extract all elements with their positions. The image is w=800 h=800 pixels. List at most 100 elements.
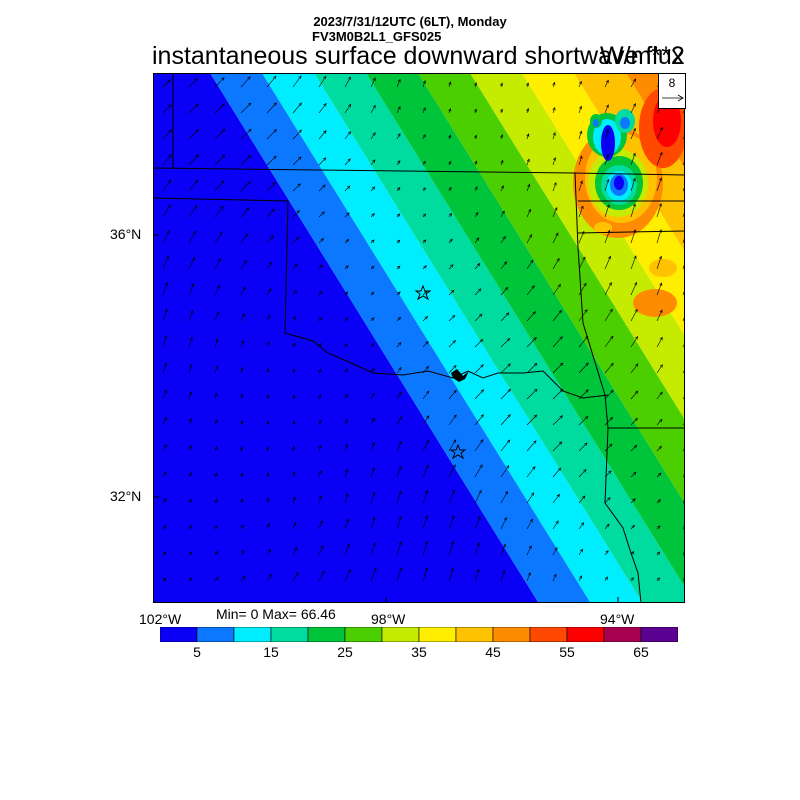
wind-vector	[240, 498, 244, 504]
wind-vector	[396, 133, 401, 140]
wind-vector	[292, 368, 296, 374]
wind-vector	[474, 414, 484, 426]
wind-vector	[526, 133, 530, 140]
wind-vector	[318, 469, 322, 478]
colorbar-swatch	[603, 627, 642, 642]
wind-vector	[292, 263, 298, 270]
storm-cells	[573, 88, 685, 317]
colorbar-swatch	[160, 627, 198, 642]
wind-vector	[552, 232, 559, 244]
wind-vector	[396, 366, 402, 374]
wind-vector	[500, 363, 511, 374]
units-label: W/m**2	[600, 42, 685, 70]
wind-vector	[526, 492, 535, 504]
wind-vector	[578, 548, 583, 556]
wind-vector	[500, 543, 506, 556]
map-title: instantaneous surface downward shortwave…	[152, 42, 685, 70]
wind-vector	[604, 153, 610, 166]
wind-vector	[292, 289, 297, 296]
wind-vector	[552, 207, 558, 218]
wind-vector	[318, 211, 325, 218]
wind-vector	[448, 439, 457, 452]
wind-vector	[630, 203, 636, 218]
wind-vector	[422, 134, 426, 140]
wind-vector	[474, 313, 483, 322]
wind-vector	[422, 239, 427, 244]
wind-vector	[474, 338, 484, 348]
wind-vector	[500, 388, 512, 400]
wind-vector	[214, 205, 224, 218]
wind-vector	[448, 340, 456, 348]
wind-vector	[344, 568, 351, 582]
wind-vector	[318, 494, 323, 504]
wind-vector	[344, 212, 350, 218]
wind-vector	[422, 415, 430, 426]
wind-vector	[240, 233, 249, 244]
wind-vector	[318, 419, 322, 426]
wind-vector	[474, 464, 483, 478]
wind-vector	[630, 281, 637, 296]
wind-vector	[656, 551, 661, 556]
wind-vector	[292, 572, 299, 582]
wind-vector	[162, 471, 167, 478]
lat-label-36n: 36°N	[110, 226, 142, 242]
wind-vector	[188, 128, 199, 140]
wind-vector	[474, 542, 480, 556]
wind-vector	[630, 308, 638, 322]
wind-vector	[214, 419, 218, 426]
wind-vector	[474, 237, 480, 244]
wind-vector	[526, 82, 530, 88]
wind-vector	[630, 577, 634, 582]
wind-vector	[682, 184, 685, 192]
wind-vector	[318, 444, 322, 452]
wind-vector	[266, 261, 273, 270]
wind-vector	[526, 518, 533, 530]
wind-vector	[344, 393, 348, 400]
wind-vector	[240, 549, 245, 556]
wind-vector	[344, 103, 352, 114]
wind-vector	[474, 389, 485, 400]
wind-vector	[240, 446, 243, 452]
wind-vector	[188, 418, 192, 426]
lon-label-98w: 98°W	[371, 611, 406, 627]
wind-vector	[240, 128, 252, 140]
wind-vector	[396, 316, 402, 322]
flux-band	[366, 73, 685, 588]
wind-vector	[370, 491, 376, 504]
wind-vector	[448, 515, 455, 530]
wind-vector	[370, 466, 375, 478]
wind-vector	[526, 466, 536, 478]
wind-vector	[630, 417, 638, 426]
wind-vector	[214, 392, 218, 400]
wind-vector	[526, 545, 532, 556]
wind-vector	[526, 208, 531, 218]
wind-vector	[604, 79, 609, 88]
wind-vector	[473, 108, 477, 114]
model-name-header: FV3M0B2L1_GFS025	[312, 29, 442, 44]
wind-vector	[578, 80, 582, 88]
wind-vector	[188, 256, 195, 270]
wind-vector	[422, 107, 426, 114]
wind-vector	[188, 179, 199, 192]
wind-vector	[552, 181, 557, 192]
wind-vector	[318, 545, 324, 556]
colorbar-swatch	[381, 627, 420, 642]
wind-vector	[396, 265, 401, 270]
wind-vector	[630, 152, 636, 166]
wind-vector	[656, 151, 663, 166]
wind-vector	[188, 283, 195, 296]
wind-vector	[344, 368, 348, 374]
reference-vector-box: 8	[658, 73, 686, 109]
wind-vector	[656, 525, 661, 530]
wind-vector	[526, 234, 533, 244]
wind-vector	[240, 207, 250, 218]
wind-vector	[266, 182, 276, 192]
wind-vector	[500, 261, 507, 270]
wind-vector	[266, 472, 270, 478]
wind-vector	[526, 107, 530, 114]
reference-vector-arrow-icon	[662, 94, 684, 102]
wind-vector	[214, 180, 225, 192]
colorbar-swatch	[196, 627, 235, 642]
dallas-star	[449, 443, 467, 460]
wind-vector	[656, 177, 663, 192]
